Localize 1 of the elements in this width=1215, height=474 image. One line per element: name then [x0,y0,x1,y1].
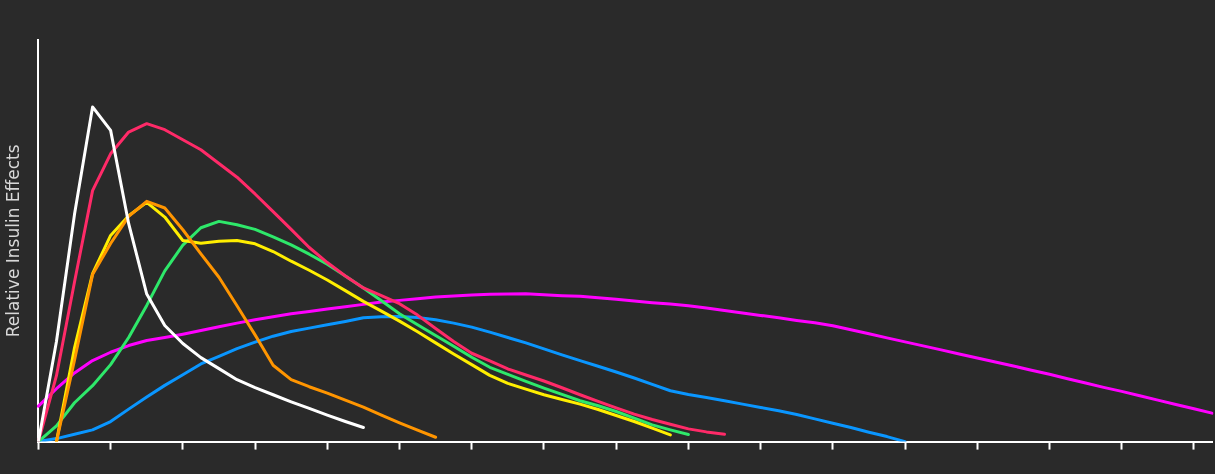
y-axis-title: Relative Insulin Effects [2,144,23,338]
